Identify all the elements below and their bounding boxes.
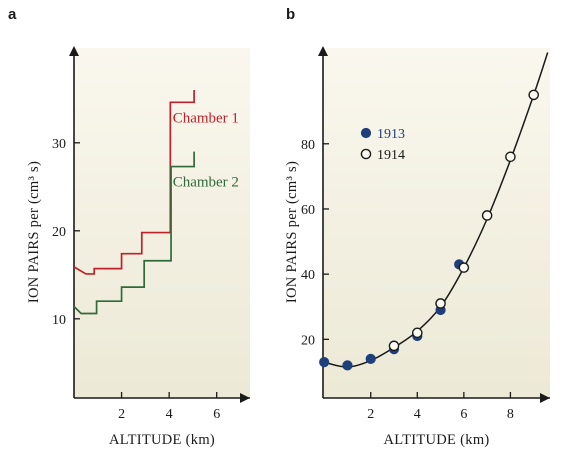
panel-b-plot-area <box>323 48 550 398</box>
panel-b-y-arrowhead <box>318 46 328 56</box>
panel-a-x-tick-label: 2 <box>118 407 125 422</box>
panel-b-x-tick-label: 4 <box>414 407 421 422</box>
panel-a-y-tick-label: 20 <box>52 225 66 240</box>
panel-b-x-axis-title: ALTITUDE (km) <box>383 432 489 448</box>
panel-a-y-tick-label: 30 <box>52 137 66 152</box>
panel-a-series-1-line <box>73 90 195 275</box>
panel-b-legend-1914-label: 1914 <box>377 148 405 163</box>
panel-b-y-tick-label: 40 <box>301 268 315 283</box>
panel-a-y-axis-title: ION PAIRS per (cm³ s) <box>26 161 42 303</box>
panel-a-letter: a <box>8 6 17 23</box>
panel-a-y-tick-label: 10 <box>52 313 66 328</box>
panel-a-x-arrowhead <box>240 393 250 403</box>
panel-b-x-arrowhead <box>540 393 550 403</box>
panel-b-y-axis-title: ION PAIRS per (cm³ s) <box>284 161 300 303</box>
panel-a-series-1-label: Chamber 1 <box>173 110 239 126</box>
panel-b-legend-1913-label: 1913 <box>377 127 405 142</box>
panel-a-x-axis-title: ALTITUDE (km) <box>109 432 215 448</box>
panel-a-plot-area <box>74 48 250 398</box>
panel-a-chart: a 2 4 6 10 20 30 ALTITUDE (km) ION PAIRS per (… <box>8 6 250 448</box>
panel-b-y-tick-label: 60 <box>301 203 315 218</box>
panel-b-x-tick-label: 6 <box>460 407 467 422</box>
panel-b-series-1914-point <box>435 298 446 309</box>
panel-b-legend-1913-marker <box>360 127 372 139</box>
panel-b-series-1913-point <box>342 360 353 371</box>
panel-b-series-1914-point <box>411 327 423 339</box>
panel-a-y-arrowhead <box>69 46 79 56</box>
panel-b-series-1914-point <box>458 262 470 273</box>
panel-a-series-2-label: Chamber 2 <box>173 175 239 191</box>
panel-b-series-1914-point <box>505 151 516 163</box>
panel-b-x-tick-label: 2 <box>367 407 374 422</box>
panel-b-y-tick-label: 80 <box>301 138 315 153</box>
panel-a-x-tick-label: 4 <box>166 407 173 422</box>
panel-b-x-tick-label: 8 <box>507 407 514 422</box>
panel-b-legend-1914-marker <box>360 148 372 160</box>
panel-b-chart: b 2 4 6 8 20 40 60 80 ALTITUDE (km) ION PAIRS pe… <box>284 6 550 448</box>
panel-a-x-tick-label: 6 <box>213 407 220 422</box>
panel-b-y-tick-label: 20 <box>301 333 315 348</box>
panel-b-letter: b <box>286 6 295 23</box>
panel-b-series-1913-point <box>365 353 376 364</box>
panel-a-series-2-line <box>73 151 195 315</box>
panel-b-series-1914-point <box>481 210 493 221</box>
panel-b-series-1914-point <box>528 89 540 101</box>
panel-b-series-1913-point <box>319 357 330 368</box>
panel-b-series-1914-point <box>388 340 400 352</box>
